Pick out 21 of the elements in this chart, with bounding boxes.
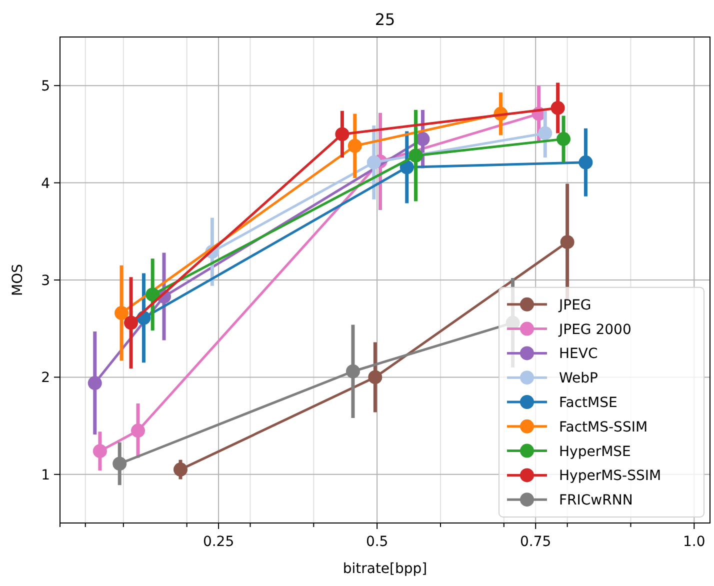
y-tick-label: 1: [41, 467, 50, 484]
x-axis-title: bitrate[bpp]: [342, 561, 428, 577]
x-tick-label: 0.75: [520, 534, 552, 550]
legend-label: HEVC: [559, 346, 598, 362]
legend-label: WebP: [559, 370, 598, 387]
y-tick-label: 4: [41, 176, 50, 192]
chart-title: 25: [374, 10, 396, 29]
legend-label: JPEG: [558, 297, 592, 314]
legend-label: FactMS-SSIM: [559, 419, 648, 436]
legend-label: HyperMS-SSIM: [559, 468, 662, 484]
legend-label: JPEG 2000: [558, 322, 632, 338]
x-tick-label: 0.5: [366, 534, 388, 550]
legend-label: HyperMSE: [559, 444, 631, 460]
y-tick-label: 5: [41, 78, 50, 95]
y-tick-label: 3: [41, 273, 50, 289]
y-tick-label: 2: [41, 370, 50, 386]
legend-label: FRICwRNN: [559, 492, 633, 509]
legend-label: FactMSE: [559, 395, 618, 411]
x-tick-label: 1.0: [683, 534, 706, 550]
x-tick-label: 0.25: [202, 534, 234, 550]
y-axis-title: MOS: [10, 264, 26, 296]
